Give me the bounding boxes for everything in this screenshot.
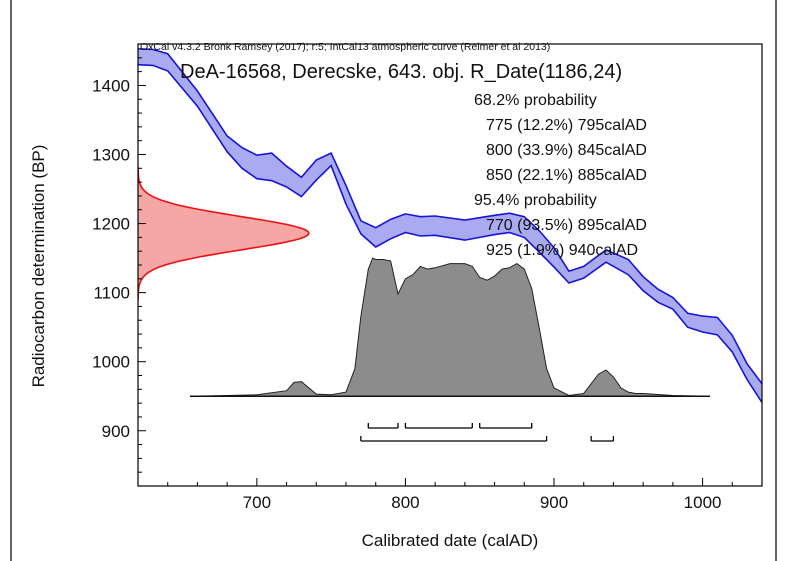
prob-68-range-3: 850 (22.1%) 885calAD <box>486 167 647 184</box>
x-tick-label-900: 900 <box>540 493 568 512</box>
y-tick-label-1300: 1300 <box>92 146 130 165</box>
posterior-distribution <box>189 257 711 397</box>
chart-title: DeA-16568, Derecske, 643. obj. R_Date(11… <box>180 61 622 83</box>
calibration-curve-band <box>138 48 762 403</box>
prob-95-range-2: 925 (1.9%) 940calAD <box>486 242 638 259</box>
plot-content <box>138 48 762 442</box>
y-tick-label-1100: 1100 <box>93 284 130 303</box>
range-95-1 <box>360 436 548 442</box>
software-note: OxCal v4.3.2 Bronk Ramsey (2017); r:5; I… <box>140 41 550 53</box>
plot-clipped-group <box>138 48 762 442</box>
prob-68-heading: 68.2% probability <box>474 92 597 109</box>
measurement-distribution <box>138 166 309 300</box>
y-tick-label-1400: 1400 <box>92 76 130 95</box>
x-tick-label-700: 700 <box>243 493 271 512</box>
calibration-curve-lower <box>138 63 762 403</box>
y-tick-label-1000: 1000 <box>92 353 130 372</box>
x-axis-title: Calibrated date (calAD) <box>362 531 539 550</box>
prob-68-range-2: 800 (33.9%) 845calAD <box>486 142 647 159</box>
prob-95-range-1: 770 (93.5%) 895calAD <box>486 217 647 234</box>
y-tick-label-900: 900 <box>102 422 130 441</box>
range-68-3 <box>479 423 533 429</box>
probability-summary: 68.2% probability 775 (12.2%) 795calAD 8… <box>474 92 647 259</box>
range-68-1 <box>367 423 399 429</box>
measurement-distribution-outline <box>138 166 310 300</box>
prob-68-range-1: 775 (12.2%) 795calAD <box>486 117 647 134</box>
range-95-2 <box>590 436 615 442</box>
calibration-curve-upper <box>138 48 762 385</box>
prob-95-heading: 95.4% probability <box>474 192 597 209</box>
x-tick-label-800: 800 <box>391 493 419 512</box>
range-68-2 <box>404 423 473 429</box>
y-axis-title: Radiocarbon determination (BP) <box>29 145 48 388</box>
x-tick-label-1000: 1000 <box>684 493 722 512</box>
y-tick-label-1200: 1200 <box>92 215 130 234</box>
axes: 700 800 900 1000 900 1000 1100 1200 1300 1400 <box>92 43 763 512</box>
